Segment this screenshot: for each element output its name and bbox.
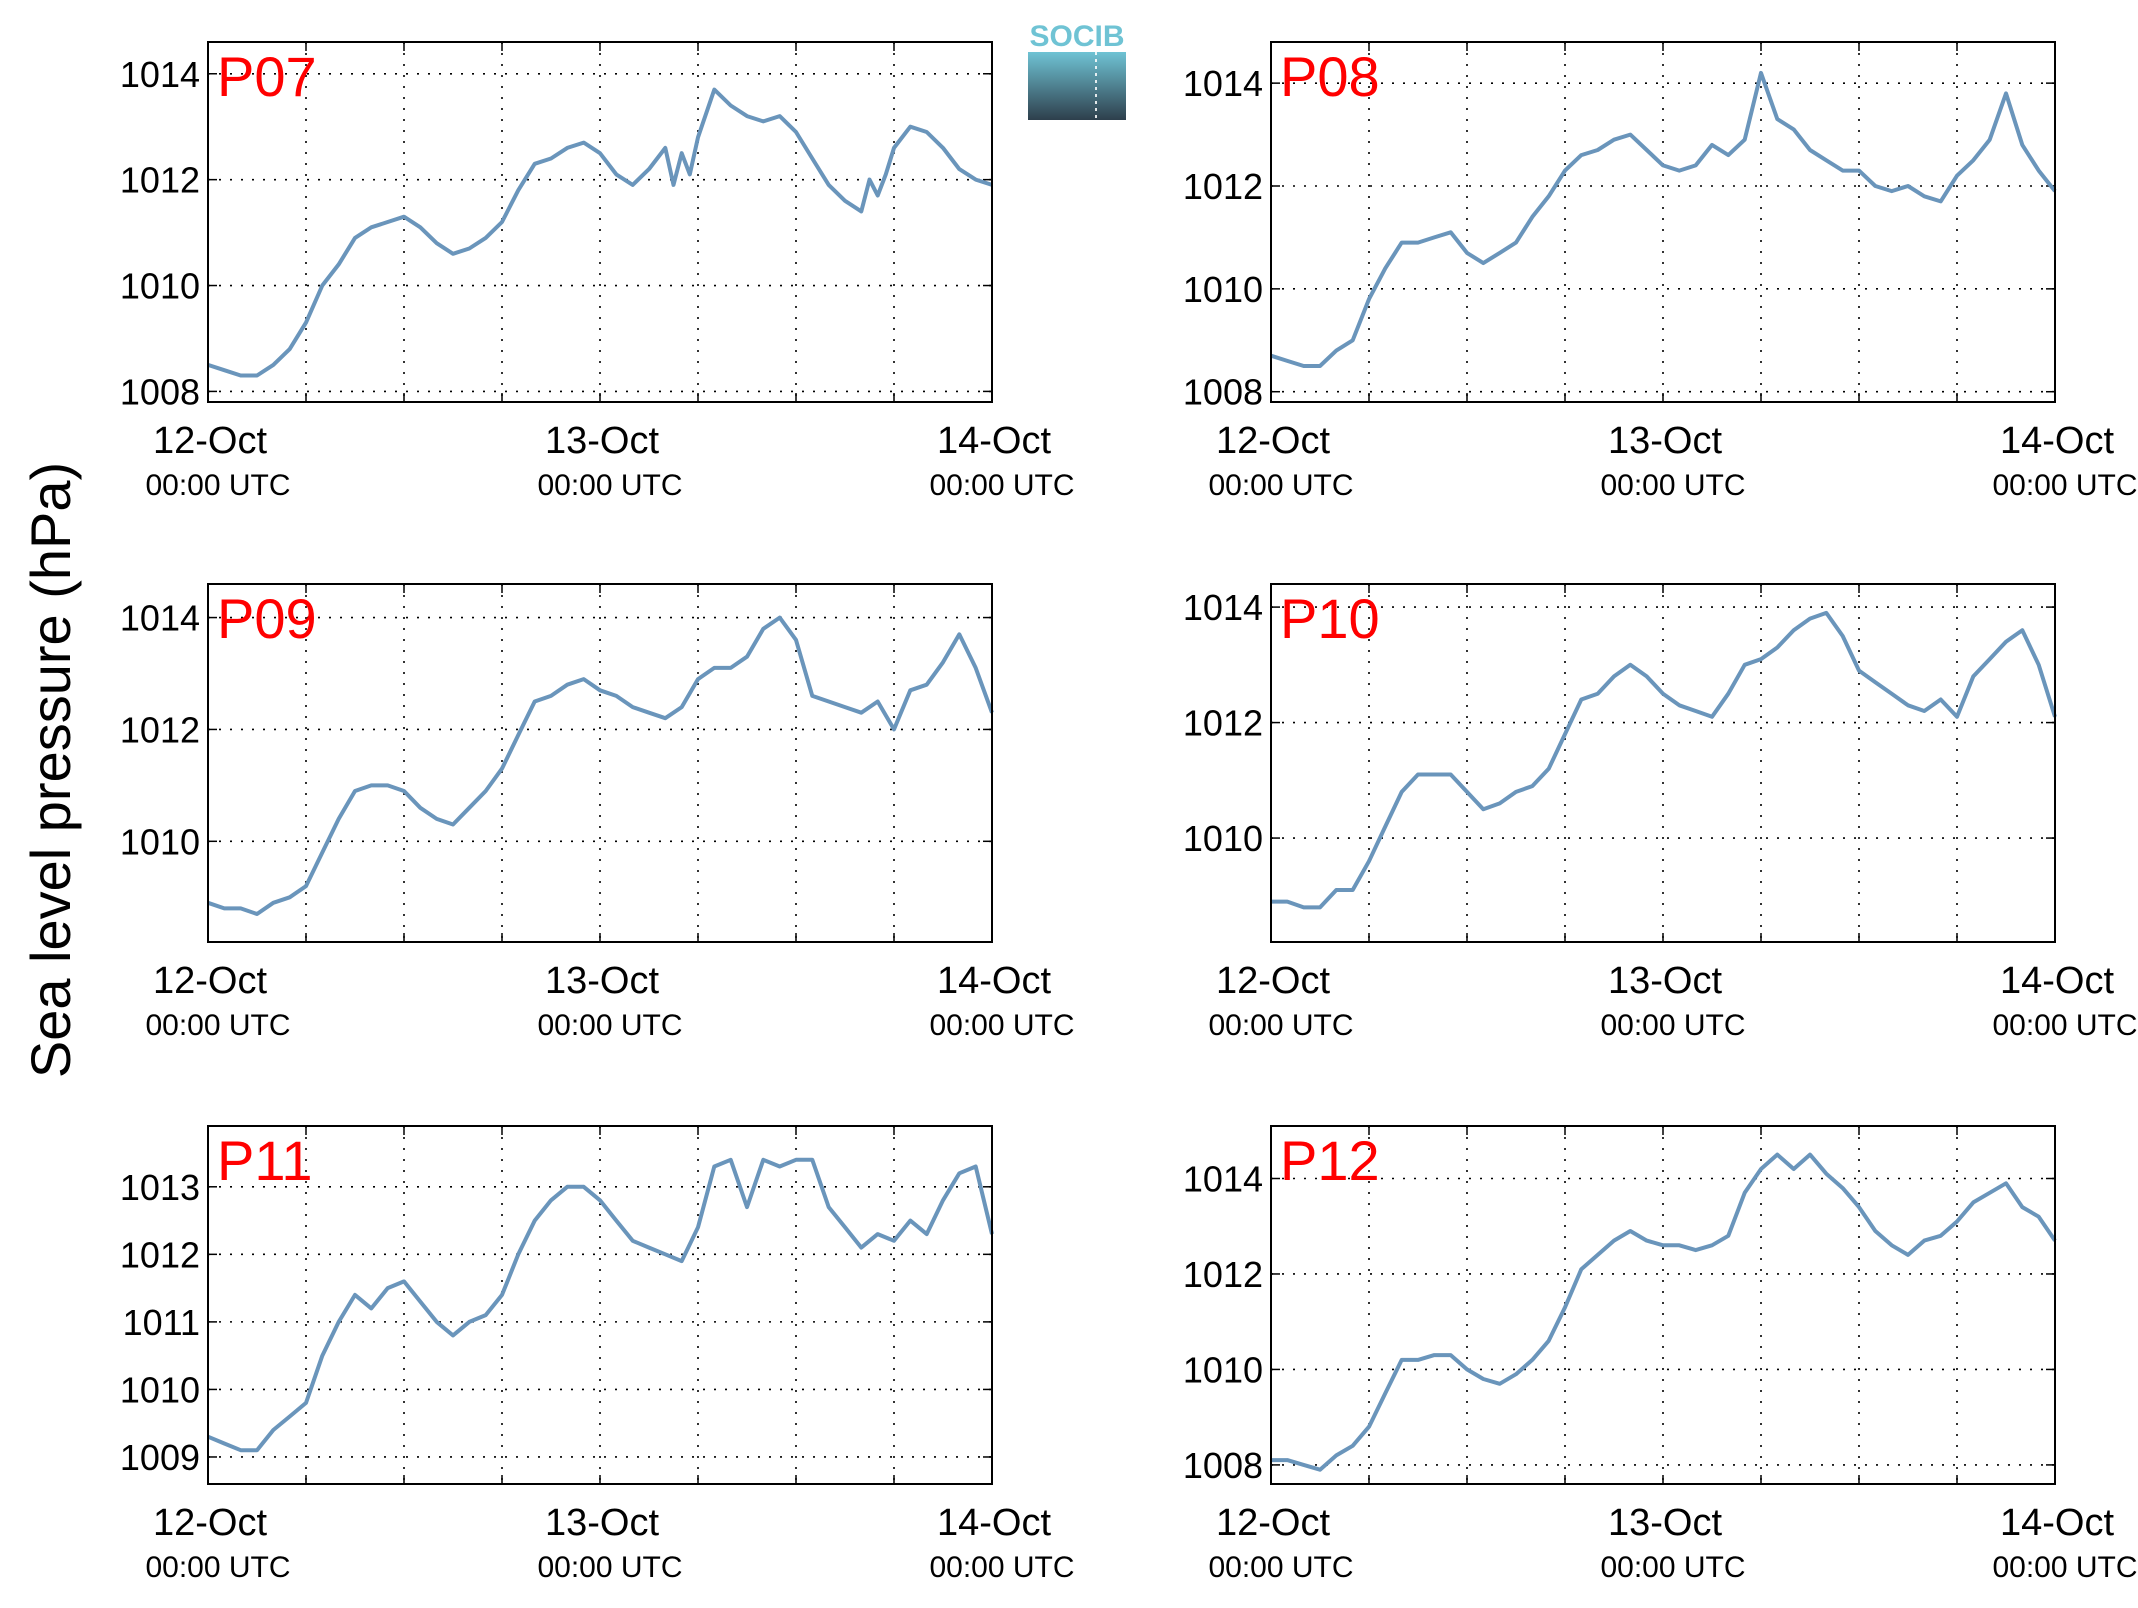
x-tick-label-day: 13-Oct xyxy=(545,1502,659,1544)
series-line-p09 xyxy=(207,615,994,916)
x-tick-label-day: 12-Oct xyxy=(1216,1502,1330,1544)
x-tick-label-time: 00:00 UTC xyxy=(145,1009,290,1042)
x-tick-label-day: 12-Oct xyxy=(1216,960,1330,1002)
y-tick-label: 1008 xyxy=(1183,372,1263,413)
x-tick-label-time: 00:00 UTC xyxy=(1208,1009,1353,1042)
x-tick-label-time: 00:00 UTC xyxy=(1992,1009,2137,1042)
y-tick-label: 1010 xyxy=(1183,1349,1263,1390)
x-tick-label-day: 13-Oct xyxy=(1608,1502,1722,1544)
x-tick-label-time: 00:00 UTC xyxy=(1208,1551,1353,1584)
x-tick-label-day: 14-Oct xyxy=(2000,420,2114,462)
axes-frame xyxy=(1270,1125,2056,1485)
y-tick-label: 1010 xyxy=(120,821,200,862)
x-tick-label-day: 14-Oct xyxy=(2000,1502,2114,1544)
y-tick-label: 1008 xyxy=(1183,1445,1263,1486)
x-tick-label-time: 00:00 UTC xyxy=(1600,1009,1745,1042)
station-label: P10 xyxy=(1280,587,1380,650)
chart-panel-p07: 1008 1010 1012 1014 12-Oct 00:00 UTC 13-Oct 00:… xyxy=(120,41,1075,502)
y-tick-label: 1013 xyxy=(120,1167,200,1208)
axes-frame xyxy=(207,1125,993,1485)
panels: 1008 1010 1012 1014 12-Oct 00:00 UTC 13-Oct 00:… xyxy=(120,41,2138,1584)
y-tick-label: 1012 xyxy=(1183,166,1263,207)
station-label: P09 xyxy=(217,587,317,650)
x-tick-label-time: 00:00 UTC xyxy=(929,1009,1074,1042)
x-tick-label-day: 13-Oct xyxy=(1608,960,1722,1002)
x-tick-label-day: 14-Oct xyxy=(937,420,1051,462)
y-tick-label: 1012 xyxy=(120,160,200,201)
x-tick-label-day: 14-Oct xyxy=(937,960,1051,1002)
y-tick-label: 1014 xyxy=(120,598,200,639)
y-tick-label: 1014 xyxy=(1183,587,1263,628)
y-axis-label: Sea level pressure (hPa) xyxy=(19,462,82,1078)
y-tick-label: 1011 xyxy=(123,1302,200,1343)
x-tick-label-day: 13-Oct xyxy=(545,420,659,462)
station-label: P07 xyxy=(217,45,317,108)
chart-panel-p10: 1010 1012 1014 12-Oct 00:00 UTC 13-Oct 00:00 U… xyxy=(1183,583,2138,1042)
x-tick-label-time: 00:00 UTC xyxy=(1600,469,1745,502)
axes-frame xyxy=(1270,583,2056,943)
y-tick-label: 1010 xyxy=(1183,818,1263,859)
chart-panel-p08: 1008 1010 1012 1014 12-Oct 00:00 UTC 13-Oct 00:… xyxy=(1183,41,2138,502)
x-tick-label-time: 00:00 UTC xyxy=(145,1551,290,1584)
x-tick-label-time: 00:00 UTC xyxy=(1600,1551,1745,1584)
y-tick-label: 1014 xyxy=(1183,1159,1263,1200)
chart-panel-p12: 1008 1010 1012 1014 12-Oct 00:00 UTC 13-Oct 00:… xyxy=(1183,1125,2138,1584)
axes-frame xyxy=(207,41,993,403)
series-line-p08 xyxy=(1270,70,2057,368)
y-tick-label: 1010 xyxy=(120,266,200,307)
y-tick-label: 1014 xyxy=(120,54,200,95)
x-tick-label-day: 12-Oct xyxy=(1216,420,1330,462)
x-tick-label-day: 12-Oct xyxy=(153,1502,267,1544)
series-line-p12 xyxy=(1271,1152,2057,1472)
y-tick-label: 1012 xyxy=(120,709,200,750)
y-tick-label: 1014 xyxy=(1183,63,1263,104)
x-tick-label-day: 12-Oct xyxy=(153,960,267,1002)
station-label: P12 xyxy=(1280,1129,1380,1192)
y-tick-label: 1012 xyxy=(120,1234,200,1275)
x-tick-label-time: 00:00 UTC xyxy=(537,1551,682,1584)
y-tick-label: 1012 xyxy=(1183,703,1263,744)
axes-frame xyxy=(1270,41,2056,403)
x-tick-label-time: 00:00 UTC xyxy=(537,469,682,502)
x-tick-label-time: 00:00 UTC xyxy=(1992,469,2137,502)
axes-frame xyxy=(207,583,993,943)
chart-panel-p11: 1009 1010 1011 1012 1013 12-Oct 00:00 UTC 13-Oc… xyxy=(120,1125,1075,1584)
x-tick-label-time: 00:00 UTC xyxy=(1208,469,1353,502)
x-tick-label-time: 00:00 UTC xyxy=(537,1009,682,1042)
x-tick-label-day: 14-Oct xyxy=(937,1502,1051,1544)
y-tick-label: 1009 xyxy=(120,1437,200,1478)
logo-text: SOCIB xyxy=(1029,20,1124,53)
series-line-p11 xyxy=(207,1157,994,1453)
x-tick-label-time: 00:00 UTC xyxy=(929,1551,1074,1584)
chart-panel-p09: 1010 1012 1014 12-Oct 00:00 UTC 13-Oct 00:00 U… xyxy=(120,583,1075,1042)
x-tick-label-day: 14-Oct xyxy=(2000,960,2114,1002)
y-tick-label: 1010 xyxy=(1183,269,1263,310)
y-tick-label: 1012 xyxy=(1183,1254,1263,1295)
x-tick-label-time: 00:00 UTC xyxy=(1992,1551,2137,1584)
series-line-p07 xyxy=(207,87,993,378)
socib-logo: SOCIB xyxy=(1028,20,1126,120)
x-tick-label-time: 00:00 UTC xyxy=(145,469,290,502)
x-tick-label-time: 00:00 UTC xyxy=(929,469,1074,502)
logo-block xyxy=(1028,52,1126,120)
x-tick-label-day: 13-Oct xyxy=(545,960,659,1002)
y-tick-label: 1008 xyxy=(120,371,200,412)
series-line-p10 xyxy=(1271,610,2057,910)
y-tick-label: 1010 xyxy=(120,1369,200,1410)
x-tick-label-day: 13-Oct xyxy=(1608,420,1722,462)
x-tick-label-day: 12-Oct xyxy=(153,420,267,462)
station-label: P08 xyxy=(1280,45,1380,108)
station-label: P11 xyxy=(217,1129,312,1192)
